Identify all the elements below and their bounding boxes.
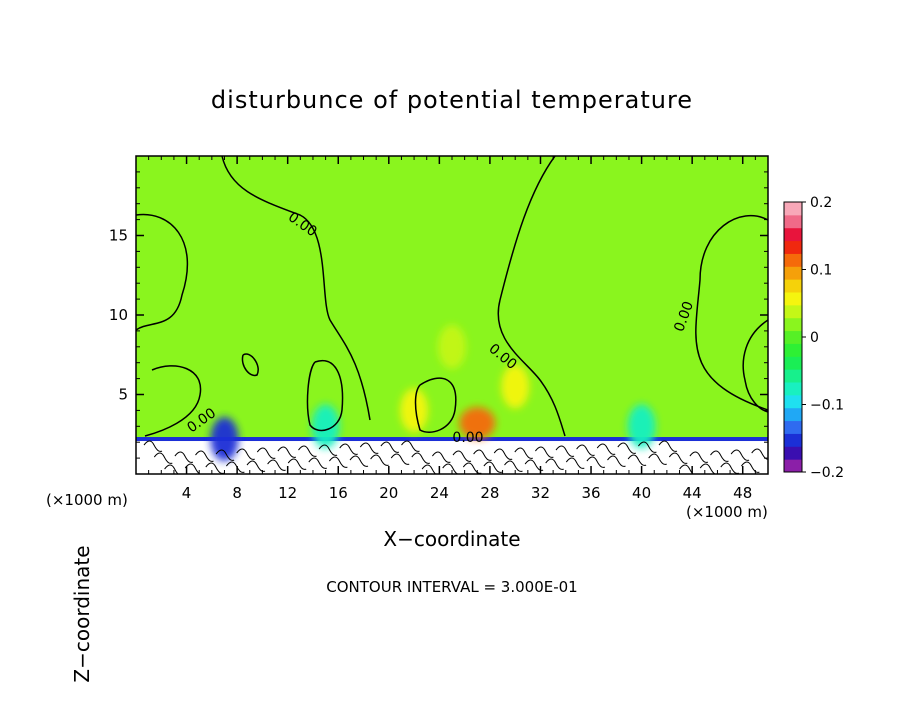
anomaly-blob <box>627 404 656 449</box>
contour-line <box>695 215 768 411</box>
anomaly-blob <box>311 404 340 449</box>
y-axis-label: Z−coordinate <box>70 545 94 683</box>
colorbar-swatch <box>784 382 802 396</box>
colorbar-swatch <box>784 266 802 280</box>
colorbar-swatch <box>784 202 802 216</box>
y-tick-label: 5 <box>118 386 128 404</box>
colorbar-swatch <box>784 227 802 242</box>
anomaly-blob <box>438 324 466 369</box>
lower-layer <box>136 439 768 474</box>
contour-line <box>241 353 259 377</box>
x-tick-label: 36 <box>581 484 600 502</box>
colorbar-tick-label: 0.1 <box>810 263 832 279</box>
contour-line <box>742 319 768 413</box>
contour-line <box>306 359 344 432</box>
x-tick-label: 16 <box>329 484 348 502</box>
colorbar-swatch <box>784 369 802 383</box>
colorbar-swatch <box>784 446 802 460</box>
chart-svg: 0.000.000.000.000.004 8 12 16 20 24 28 32 36 40 44… <box>109 155 844 502</box>
contour-label: 0.00 <box>452 430 483 446</box>
colorbar-swatch <box>784 292 802 306</box>
y-tick-label: 15 <box>109 227 128 245</box>
contour-line <box>144 365 202 437</box>
x-tick-label: 8 <box>232 484 242 502</box>
colorbar-swatch <box>784 240 802 254</box>
lower-layer-contours <box>143 440 768 474</box>
field-background <box>136 156 768 474</box>
colorbar-swatch <box>784 343 802 357</box>
colorbar-swatch <box>784 253 802 267</box>
x-unit-label-left: (×1000 m) <box>46 491 128 509</box>
colorbar-tick-label: −0.1 <box>810 398 844 414</box>
x-tick-label: 44 <box>683 484 702 502</box>
colorbar-swatch <box>784 433 802 447</box>
lower-layer-boundary <box>136 437 768 442</box>
anomaly-blob <box>400 388 429 433</box>
y-tick-label: 10 <box>109 306 128 324</box>
colorbar-swatch <box>784 304 802 319</box>
colorbar-swatch <box>784 420 802 434</box>
x-tick-label: 40 <box>632 484 651 502</box>
x-tick-label: 32 <box>531 484 550 502</box>
colorbar-swatch <box>784 459 802 473</box>
colorbar-swatch <box>784 356 802 370</box>
contour-line <box>221 156 371 421</box>
contour-line <box>136 213 188 331</box>
colorbar-tick-label: 0 <box>810 330 819 346</box>
x-tick-label: 48 <box>733 484 752 502</box>
x-unit-label-right: (×1000 m) <box>686 503 768 521</box>
x-tick-label: 28 <box>480 484 499 502</box>
contour-layer <box>136 156 768 474</box>
contour-interval-note: CONTOUR INTERVAL = 3.000E-01 <box>326 578 578 596</box>
contour-line <box>414 377 457 433</box>
x-tick-label: 4 <box>182 484 192 502</box>
colorbar-swatch <box>784 394 802 409</box>
x-tick-label: 24 <box>430 484 449 502</box>
colorbar-tick-label: 0.2 <box>810 195 832 211</box>
colorbar-tick-label: −0.2 <box>810 465 844 481</box>
colorbar-swatch <box>784 407 802 422</box>
x-tick-label: 20 <box>379 484 398 502</box>
colorbar-swatch <box>784 317 802 332</box>
x-tick-label: 12 <box>278 484 297 502</box>
anomaly-blob <box>210 417 239 462</box>
chart-title: disturbunce of potential temperature <box>210 86 694 114</box>
colorbar-swatch <box>784 214 802 229</box>
anomaly-blob <box>501 364 530 409</box>
x-axis-label: X−coordinate <box>383 527 521 551</box>
colorbar-swatch <box>784 330 802 344</box>
colorbar-swatch <box>784 279 802 293</box>
field-layer <box>136 156 768 474</box>
contour-line <box>497 156 566 437</box>
anomaly-blob <box>459 407 496 440</box>
